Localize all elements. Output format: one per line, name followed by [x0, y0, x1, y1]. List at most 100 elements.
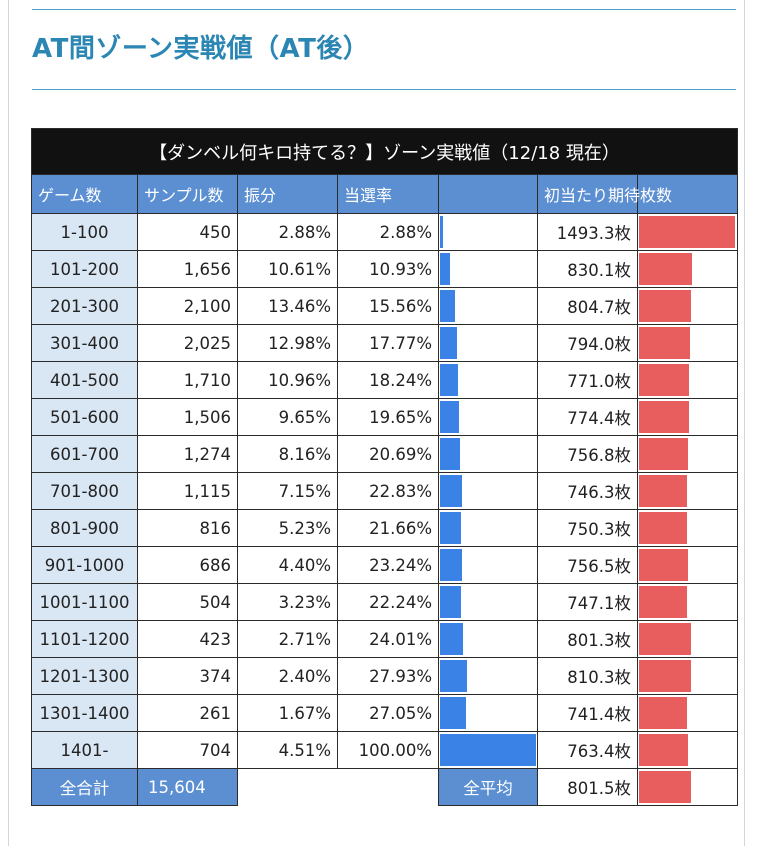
expected-bar	[639, 253, 692, 285]
table-row: 1301-1400 261 1.67% 27.05% 741.4枚	[31, 694, 739, 732]
win-rate-bar	[440, 549, 462, 581]
expected-cell: 1493.3枚	[537, 213, 638, 251]
header-samples: サンプル数	[137, 174, 238, 214]
samples-cell: 2,025	[137, 324, 238, 362]
expected-bar-cell	[636, 620, 739, 658]
win-rate-cell: 23.24%	[337, 546, 439, 584]
zone-cell: 101-200	[31, 250, 138, 288]
win-rate-cell: 18.24%	[337, 361, 439, 399]
zone-cell: 401-500	[31, 361, 138, 399]
win-rate-bar	[440, 327, 457, 359]
share-cell: 4.51%	[237, 731, 338, 769]
average-label: 全平均	[438, 768, 538, 806]
expected-bar-cell	[636, 694, 739, 732]
expected-bar-cell	[636, 324, 739, 362]
table-row: 1001-1100 504 3.23% 22.24% 747.1枚	[31, 583, 739, 621]
win-rate-bar-cell	[438, 583, 538, 621]
win-rate-cell: 20.69%	[337, 435, 439, 473]
expected-bar-cell	[636, 583, 739, 621]
footer-row: 全合計 15,604 全平均 801.5枚	[31, 768, 739, 806]
page-frame-right	[744, 0, 745, 846]
expected-bar-cell	[636, 250, 739, 288]
table-row: 1-100 450 2.88% 2.88% 1493.3枚	[31, 213, 739, 251]
expected-cell: 794.0枚	[537, 324, 638, 362]
win-rate-cell: 2.88%	[337, 213, 439, 251]
table-row: 1101-1200 423 2.71% 24.01% 801.3枚	[31, 620, 739, 658]
win-rate-cell: 27.93%	[337, 657, 439, 695]
share-cell: 12.98%	[237, 324, 338, 362]
win-rate-cell: 10.93%	[337, 250, 439, 288]
samples-cell: 1,274	[137, 435, 238, 473]
expected-bar-cell	[636, 657, 739, 695]
zone-cell: 701-800	[31, 472, 138, 510]
share-cell: 4.40%	[237, 546, 338, 584]
expected-bar	[639, 364, 689, 396]
win-rate-bar	[440, 697, 466, 729]
share-cell: 7.15%	[237, 472, 338, 510]
table-row: 801-900 816 5.23% 21.66% 750.3枚	[31, 509, 739, 547]
win-rate-bar	[440, 290, 455, 322]
win-rate-bar	[440, 253, 450, 285]
share-cell: 2.88%	[237, 213, 338, 251]
expected-bar-cell	[636, 509, 739, 547]
table-row: 701-800 1,115 7.15% 22.83% 746.3枚	[31, 472, 739, 510]
win-rate-bar	[440, 401, 459, 433]
expected-cell: 756.8枚	[537, 435, 638, 473]
expected-bar	[639, 475, 687, 507]
expected-bar	[639, 549, 688, 581]
zone-cell: 1401-	[31, 731, 138, 769]
samples-cell: 1,506	[137, 398, 238, 436]
page-frame-left	[8, 0, 9, 846]
win-rate-bar	[440, 623, 463, 655]
total-label: 全合計	[31, 768, 138, 806]
win-rate-cell: 22.83%	[337, 472, 439, 510]
zone-cell: 601-700	[31, 435, 138, 473]
zone-cell: 1101-1200	[31, 620, 138, 658]
share-cell: 5.23%	[237, 509, 338, 547]
win-rate-bar-cell	[438, 472, 538, 510]
win-rate-cell: 19.65%	[337, 398, 439, 436]
samples-cell: 686	[137, 546, 238, 584]
expected-cell: 750.3枚	[537, 509, 638, 547]
table-row: 501-600 1,506 9.65% 19.65% 774.4枚	[31, 398, 739, 436]
expected-bar-cell	[636, 731, 739, 769]
expected-bar	[639, 697, 687, 729]
samples-cell: 261	[137, 694, 238, 732]
table-row: 301-400 2,025 12.98% 17.77% 794.0枚	[31, 324, 739, 362]
share-cell: 9.65%	[237, 398, 338, 436]
expected-bar	[639, 290, 691, 322]
header-games: ゲーム数	[31, 174, 138, 214]
page-title: AT間ゾーン実戦値（AT後）	[32, 34, 370, 64]
table-body: 1-100 450 2.88% 2.88% 1493.3枚 101-200 1,656 10.…	[31, 213, 739, 769]
expected-bar-cell	[636, 287, 739, 325]
win-rate-cell: 24.01%	[337, 620, 439, 658]
expected-cell: 801.3枚	[537, 620, 638, 658]
samples-cell: 1,115	[137, 472, 238, 510]
header-win-rate-bar	[438, 174, 538, 214]
table-row: 201-300 2,100 13.46% 15.56% 804.7枚	[31, 287, 739, 325]
expected-bar-cell	[636, 361, 739, 399]
header-win-rate: 当選率	[337, 174, 439, 214]
share-cell: 2.40%	[237, 657, 338, 695]
win-rate-bar	[440, 438, 460, 470]
win-rate-bar-cell	[438, 250, 538, 288]
zone-cell: 501-600	[31, 398, 138, 436]
expected-cell: 774.4枚	[537, 398, 638, 436]
table-row: 901-1000 686 4.40% 23.24% 756.5枚	[31, 546, 739, 584]
win-rate-cell: 15.56%	[337, 287, 439, 325]
expected-cell: 741.4枚	[537, 694, 638, 732]
expected-bar-cell	[636, 546, 739, 584]
win-rate-bar	[440, 660, 467, 692]
expected-cell: 804.7枚	[537, 287, 638, 325]
expected-bar	[639, 216, 735, 248]
header-share: 振分	[237, 174, 338, 214]
zone-cell: 801-900	[31, 509, 138, 547]
samples-cell: 374	[137, 657, 238, 695]
share-cell: 13.46%	[237, 287, 338, 325]
win-rate-cell: 17.77%	[337, 324, 439, 362]
title-rule-bottom	[32, 89, 736, 90]
expected-bar	[639, 734, 688, 766]
win-rate-bar-cell	[438, 620, 538, 658]
share-cell: 2.71%	[237, 620, 338, 658]
expected-cell: 763.4枚	[537, 731, 638, 769]
